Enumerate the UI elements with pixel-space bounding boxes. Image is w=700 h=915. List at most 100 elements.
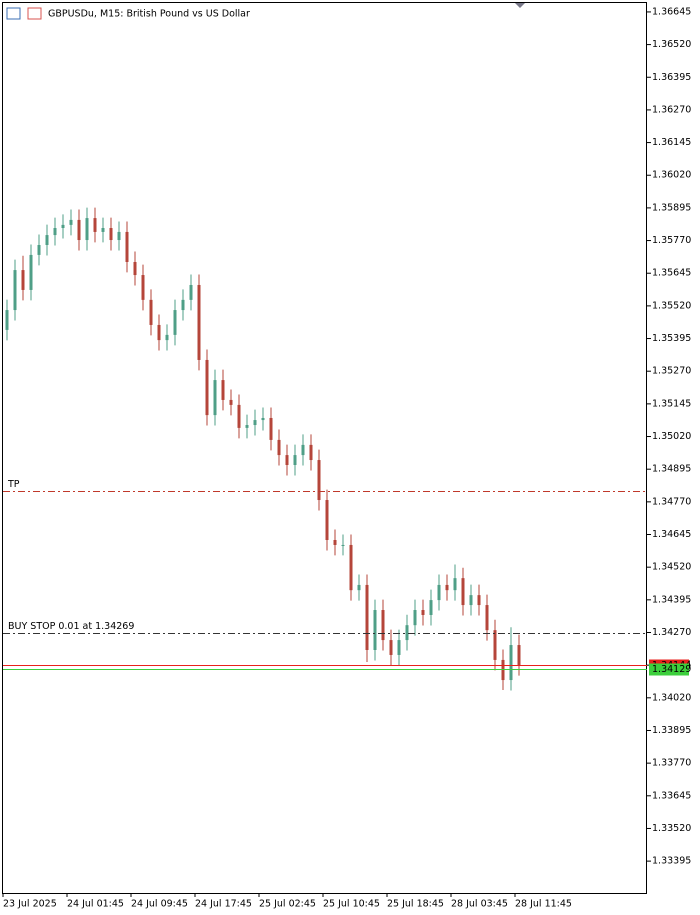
y-tick-label: 1.33645 bbox=[652, 790, 691, 801]
candle-body bbox=[37, 245, 41, 255]
price-tag bbox=[649, 663, 689, 676]
candle-body bbox=[53, 228, 57, 236]
candle-body bbox=[509, 645, 513, 681]
candle-body bbox=[197, 284, 201, 360]
candle-body bbox=[261, 417, 265, 421]
icon bbox=[27, 7, 42, 20]
candle-body bbox=[333, 539, 337, 545]
y-tick-label: 1.36645 bbox=[652, 6, 691, 17]
candle-body bbox=[437, 584, 441, 601]
y-tick-label: 1.35770 bbox=[652, 235, 691, 246]
y-tick-label: 1.36020 bbox=[652, 170, 691, 181]
candle-body bbox=[381, 610, 385, 641]
candle-body bbox=[21, 270, 25, 290]
candle-body bbox=[149, 299, 153, 325]
candle-body bbox=[141, 275, 145, 300]
y-tick-label: 1.36520 bbox=[652, 39, 691, 50]
candle-body bbox=[109, 228, 113, 241]
candle-body bbox=[373, 610, 377, 650]
candle-body bbox=[237, 404, 241, 428]
candle-body bbox=[405, 625, 409, 641]
candle-body bbox=[349, 544, 353, 591]
y-tick-label: 1.34895 bbox=[652, 464, 691, 475]
x-tick-label: 25 Jul 02:45 bbox=[259, 899, 316, 910]
candle-body bbox=[293, 455, 297, 466]
y-tick-label: 1.35645 bbox=[652, 268, 691, 279]
candle-body bbox=[397, 640, 401, 655]
candle-body bbox=[285, 455, 289, 466]
candle-body bbox=[269, 417, 273, 440]
candle-body bbox=[445, 584, 449, 591]
candle-body bbox=[117, 231, 121, 241]
chart-title: GBPUSDu, M15: British Pound vs US Dollar bbox=[48, 9, 250, 20]
candle-body bbox=[245, 425, 249, 428]
candle-body bbox=[301, 444, 305, 456]
y-tick-label: 1.33895 bbox=[652, 725, 691, 736]
x-tick-label: 28 Jul 03:45 bbox=[451, 899, 508, 910]
candle-body bbox=[205, 359, 209, 416]
y-tick-label: 1.35145 bbox=[652, 398, 691, 409]
y-tick-label: 1.33770 bbox=[652, 758, 691, 769]
y-tick-label: 1.36145 bbox=[652, 137, 691, 148]
y-tick-label: 1.35520 bbox=[652, 300, 691, 311]
candle-body bbox=[389, 640, 393, 655]
candle-body bbox=[181, 299, 185, 311]
x-tick-label: 24 Jul 09:45 bbox=[131, 899, 188, 910]
y-tick-label: 1.34770 bbox=[652, 496, 691, 507]
candle-body bbox=[365, 584, 369, 650]
x-tick-label: 24 Jul 17:45 bbox=[195, 899, 252, 910]
x-tick-label: 24 Jul 01:45 bbox=[67, 899, 124, 910]
candle-body bbox=[485, 605, 489, 631]
candle-body bbox=[517, 645, 521, 666]
y-tick-label: 1.35895 bbox=[652, 202, 691, 213]
candle-body bbox=[5, 310, 9, 330]
icon bbox=[6, 7, 21, 20]
candle-body bbox=[93, 218, 97, 232]
y-tick-label: 1.35270 bbox=[652, 366, 691, 377]
candle-body bbox=[413, 610, 417, 626]
x-tick-label: 25 Jul 10:45 bbox=[323, 899, 380, 910]
y-tick-label: 1.33520 bbox=[652, 823, 691, 834]
candle-body bbox=[77, 219, 81, 241]
candle-body bbox=[125, 231, 129, 262]
candle-body bbox=[469, 595, 473, 606]
plot-frame bbox=[2, 2, 647, 894]
x-tick-label: 28 Jul 11:45 bbox=[515, 899, 572, 910]
y-tick-label: 1.34270 bbox=[652, 627, 691, 638]
candle-body bbox=[133, 261, 137, 276]
shift-marker bbox=[515, 3, 525, 8]
candle-body bbox=[325, 500, 329, 540]
candle-body bbox=[69, 219, 73, 225]
candle-body bbox=[357, 584, 361, 591]
candle-body bbox=[421, 610, 425, 615]
candle-body bbox=[253, 420, 257, 426]
candle-body bbox=[477, 595, 481, 606]
candle-body bbox=[165, 334, 169, 341]
candle-body bbox=[317, 460, 321, 501]
candle-body bbox=[221, 380, 225, 400]
toolbar-icons bbox=[6, 7, 42, 20]
y-tick-label: 1.36270 bbox=[652, 104, 691, 115]
candle-body bbox=[277, 439, 281, 456]
candle-body bbox=[13, 270, 17, 311]
candle-body bbox=[229, 399, 233, 405]
y-tick-label: 1.34395 bbox=[652, 594, 691, 605]
candle-body bbox=[309, 444, 313, 461]
level-label: TP bbox=[7, 479, 20, 490]
y-tick-label: 1.33395 bbox=[652, 856, 691, 867]
y-tick-label: 1.36395 bbox=[652, 72, 691, 83]
candle-body bbox=[189, 284, 193, 300]
x-tick-label: 25 Jul 18:45 bbox=[387, 899, 444, 910]
candle-body bbox=[61, 224, 65, 229]
candle-body bbox=[461, 578, 465, 606]
y-tick-label: 1.35395 bbox=[652, 333, 691, 344]
candle-body bbox=[173, 310, 177, 335]
candle-body bbox=[429, 600, 433, 615]
y-tick-label: 1.34645 bbox=[652, 529, 691, 540]
candle-body bbox=[341, 544, 345, 546]
y-tick-label: 1.35020 bbox=[652, 431, 691, 442]
candle-body bbox=[29, 254, 33, 290]
y-tick-label: 1.34520 bbox=[652, 562, 691, 573]
candle-body bbox=[101, 228, 105, 232]
